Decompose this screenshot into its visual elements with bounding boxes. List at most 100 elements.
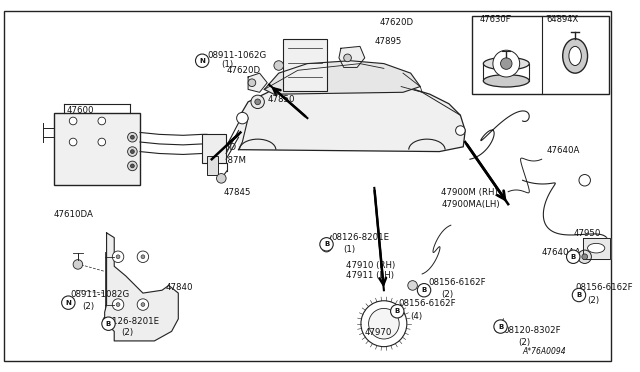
Text: B: B <box>577 292 582 298</box>
Polygon shape <box>339 46 365 67</box>
Text: N: N <box>199 58 205 64</box>
Circle shape <box>572 288 586 302</box>
Circle shape <box>131 164 134 168</box>
Text: 47970: 47970 <box>365 328 392 337</box>
Text: 47630F: 47630F <box>479 15 511 23</box>
Polygon shape <box>264 61 420 94</box>
Bar <box>54 113 140 185</box>
Bar <box>207 156 218 176</box>
Text: 47630F: 47630F <box>479 15 512 23</box>
Circle shape <box>116 303 120 307</box>
Ellipse shape <box>483 75 529 87</box>
Circle shape <box>579 174 591 186</box>
Text: 47487M: 47487M <box>212 156 247 165</box>
Text: 08126-8201E: 08126-8201E <box>332 232 389 241</box>
Text: 47895: 47895 <box>374 38 402 46</box>
Text: 47640AA: 47640AA <box>541 248 581 257</box>
Circle shape <box>251 95 264 109</box>
Text: B: B <box>106 321 111 327</box>
Text: B: B <box>571 254 576 260</box>
Circle shape <box>69 117 77 125</box>
Text: 47900M (RH): 47900M (RH) <box>441 187 498 197</box>
Text: 08156-6162F: 08156-6162F <box>398 299 456 308</box>
Ellipse shape <box>563 39 588 73</box>
Text: 47900MA(LH): 47900MA(LH) <box>441 200 500 209</box>
Ellipse shape <box>483 57 529 70</box>
Text: 47600: 47600 <box>67 106 94 115</box>
Bar <box>472 16 609 94</box>
Circle shape <box>390 305 404 318</box>
Text: 47610DA: 47610DA <box>54 209 94 219</box>
Circle shape <box>98 117 106 125</box>
Circle shape <box>98 138 106 146</box>
Circle shape <box>578 250 591 263</box>
Text: 08911-1082G: 08911-1082G <box>70 290 129 299</box>
Text: (4): (4) <box>411 312 423 321</box>
Circle shape <box>137 251 148 263</box>
Circle shape <box>61 296 75 310</box>
Circle shape <box>255 99 260 105</box>
Text: N: N <box>65 300 71 306</box>
Text: 47610D: 47610D <box>202 143 236 152</box>
Text: B: B <box>395 308 400 314</box>
Circle shape <box>417 283 431 297</box>
Circle shape <box>131 135 134 139</box>
Polygon shape <box>105 233 179 341</box>
Circle shape <box>69 138 77 146</box>
Bar <box>284 39 326 92</box>
Circle shape <box>500 58 512 69</box>
Text: B: B <box>421 287 427 293</box>
Circle shape <box>195 54 209 67</box>
Circle shape <box>127 132 137 142</box>
Bar <box>202 134 226 163</box>
Text: 47910 (RH): 47910 (RH) <box>346 261 395 270</box>
Circle shape <box>320 238 333 251</box>
Polygon shape <box>583 238 609 259</box>
Ellipse shape <box>588 243 605 253</box>
Text: 47840: 47840 <box>166 283 193 292</box>
Circle shape <box>493 50 520 77</box>
Text: (1): (1) <box>344 245 356 254</box>
Circle shape <box>127 161 137 171</box>
Text: 64894X: 64894X <box>545 15 578 23</box>
Circle shape <box>73 260 83 269</box>
Text: B: B <box>324 241 329 247</box>
Text: (2): (2) <box>441 290 453 299</box>
Text: 08156-6162F: 08156-6162F <box>575 283 633 292</box>
Text: 47850: 47850 <box>268 95 295 104</box>
Text: 47620D: 47620D <box>226 66 260 75</box>
Circle shape <box>131 150 134 154</box>
Text: 08156-6162F: 08156-6162F <box>429 279 486 288</box>
Circle shape <box>102 317 115 330</box>
Circle shape <box>127 147 137 156</box>
Circle shape <box>141 255 145 259</box>
Text: 47640A: 47640A <box>547 147 580 155</box>
Text: 47845: 47845 <box>223 187 251 197</box>
Polygon shape <box>248 73 268 92</box>
Circle shape <box>237 112 248 124</box>
Text: 47950: 47950 <box>573 229 600 238</box>
Text: (2): (2) <box>588 296 600 305</box>
Circle shape <box>408 280 417 290</box>
Text: (1): (1) <box>221 60 234 70</box>
Circle shape <box>566 250 580 263</box>
Text: 47911 (LH): 47911 (LH) <box>346 271 394 280</box>
Text: 64894X: 64894X <box>547 15 579 23</box>
Polygon shape <box>239 81 465 151</box>
Circle shape <box>116 255 120 259</box>
Text: 47620D: 47620D <box>379 18 413 28</box>
Ellipse shape <box>569 46 581 65</box>
Text: 08120-8302F: 08120-8302F <box>504 326 561 335</box>
Circle shape <box>344 54 351 62</box>
Circle shape <box>494 320 508 333</box>
Circle shape <box>495 325 502 332</box>
Circle shape <box>112 251 124 263</box>
Text: (2): (2) <box>121 328 133 337</box>
Circle shape <box>248 79 256 87</box>
Text: A*76A0094: A*76A0094 <box>522 347 566 356</box>
Circle shape <box>274 61 284 70</box>
Circle shape <box>216 174 226 183</box>
Circle shape <box>112 299 124 310</box>
Circle shape <box>141 303 145 307</box>
Text: 08911-1062G: 08911-1062G <box>207 51 266 60</box>
